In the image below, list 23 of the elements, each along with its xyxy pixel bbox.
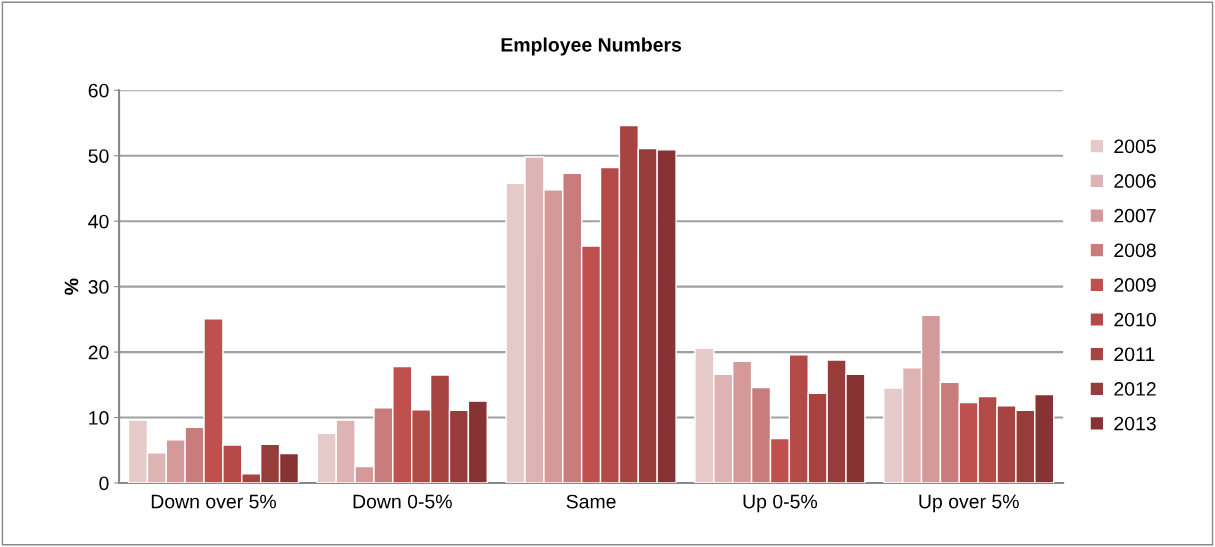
- legend-label: 2010: [1114, 312, 1156, 327]
- legend-label: 2011: [1114, 347, 1155, 362]
- chart-title: Employee Numbers: [501, 37, 682, 56]
- y-tick-label: 30: [88, 280, 109, 294]
- y-tick-label: 10: [89, 411, 109, 425]
- y-axis-title: %: [64, 278, 79, 295]
- legend-label: 2006: [1114, 174, 1156, 188]
- legend-label: 2005: [1114, 139, 1156, 154]
- legend-label: 2009: [1114, 278, 1156, 292]
- y-tick-label: 50: [88, 149, 109, 163]
- y-tick-label: 20: [88, 345, 109, 360]
- legend-label: 2008: [1114, 243, 1156, 258]
- legend-label: 2012: [1114, 382, 1156, 396]
- legend-label: 2007: [1114, 208, 1156, 223]
- y-tick-label: 40: [88, 214, 109, 229]
- x-tick-label: Up over 5%: [919, 494, 1019, 513]
- x-tick-label: Same: [566, 494, 616, 509]
- x-tick-label: Down 0-5%: [353, 494, 452, 509]
- x-tick-label: Down over 5%: [151, 494, 277, 509]
- y-tick-label: 0: [99, 476, 109, 491]
- legend-label: 2013: [1114, 416, 1156, 431]
- x-tick-label: Up 0-5%: [743, 494, 818, 513]
- y-tick-label: 60: [88, 83, 109, 98]
